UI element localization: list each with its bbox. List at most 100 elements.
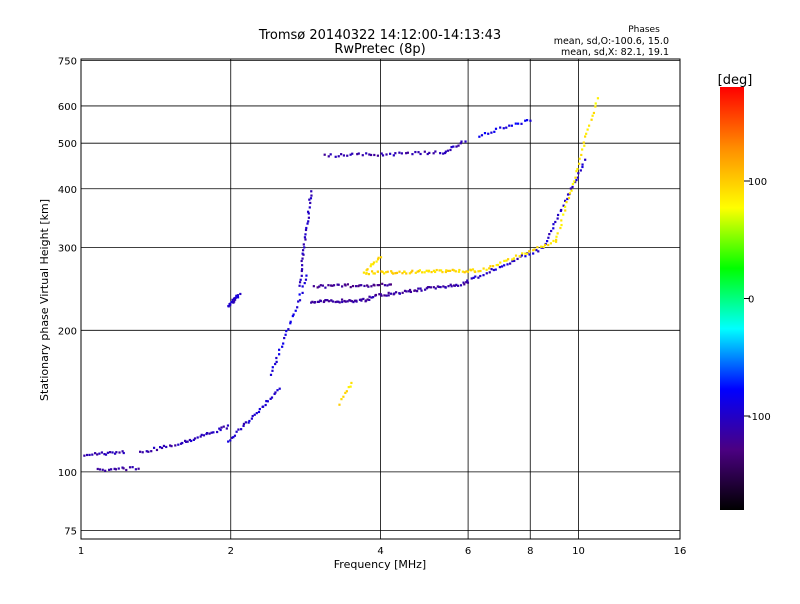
- echo-point: [342, 154, 346, 157]
- echo-point: [200, 433, 203, 436]
- echo-point: [190, 439, 193, 443]
- echo-point: [499, 126, 502, 129]
- echo-point: [474, 275, 477, 278]
- echo-point: [276, 389, 279, 392]
- echo-point: [424, 288, 427, 291]
- echo-point: [278, 348, 281, 351]
- echo-point: [340, 298, 344, 301]
- echo-point: [385, 294, 388, 297]
- echo-point: [458, 268, 461, 272]
- echo-point: [386, 270, 389, 273]
- echo-point: [307, 212, 310, 215]
- echo-point: [341, 300, 344, 304]
- echo-point: [308, 198, 311, 201]
- echo-point: [311, 300, 314, 303]
- echo-point: [387, 294, 390, 297]
- echo-point: [108, 468, 111, 471]
- echo-point: [353, 299, 357, 302]
- echo-point: [411, 269, 414, 272]
- echo-point: [469, 269, 473, 272]
- echo-point: [349, 153, 352, 156]
- echo-point: [270, 396, 274, 399]
- echo-point: [366, 284, 369, 287]
- echo-point: [451, 268, 454, 271]
- echo-point: [104, 469, 107, 472]
- echo-point: [147, 450, 150, 453]
- echo-point: [264, 403, 267, 407]
- echo-point: [232, 436, 235, 439]
- echo-point: [251, 414, 254, 418]
- echo-point: [419, 287, 422, 290]
- plot-frame: [80, 58, 681, 540]
- echo-point: [169, 444, 172, 447]
- echo-point: [101, 468, 104, 471]
- echo-point: [139, 450, 142, 453]
- echo-point: [428, 151, 431, 155]
- echo-point: [177, 443, 180, 446]
- echo-point: [466, 270, 470, 273]
- echo-point: [441, 271, 444, 274]
- echo-point: [535, 249, 538, 252]
- echo-point: [289, 320, 292, 323]
- echo-point: [547, 243, 550, 247]
- echo-point: [514, 254, 518, 257]
- echo-point: [529, 119, 532, 122]
- echo-point: [465, 281, 468, 284]
- echo-point: [452, 145, 455, 148]
- echo-point: [403, 270, 406, 273]
- echo-point: [94, 452, 97, 455]
- echo-point: [104, 453, 108, 456]
- echo-point: [376, 284, 379, 287]
- y-tick-label: 750: [58, 56, 77, 67]
- echo-point: [230, 301, 233, 304]
- echo-point: [309, 197, 313, 200]
- echo-point: [455, 145, 458, 148]
- echo-point: [300, 259, 303, 263]
- echo-point: [392, 154, 395, 157]
- echo-point: [274, 362, 277, 366]
- echo-point: [351, 152, 354, 155]
- echo-point: [362, 297, 365, 301]
- echo-point: [284, 333, 287, 336]
- echo-point: [463, 271, 466, 274]
- echo-point: [570, 189, 573, 192]
- echo-point: [296, 306, 299, 309]
- echo-point: [374, 293, 378, 297]
- echo-point: [440, 269, 443, 272]
- echo-point: [307, 220, 310, 223]
- phases-heading: Phases: [628, 25, 660, 35]
- echo-point: [495, 263, 498, 267]
- echo-point: [576, 167, 579, 171]
- echo-point: [230, 436, 234, 439]
- echo-point: [562, 213, 565, 216]
- echo-point: [383, 284, 387, 287]
- echo-point: [298, 293, 301, 296]
- echo-point: [398, 270, 401, 273]
- echo-point: [398, 151, 401, 154]
- y-tick-labels: 75 100 200 300 400 500 600 750: [58, 56, 77, 537]
- echo-point: [298, 281, 302, 284]
- x-tick-label: 4: [377, 546, 383, 557]
- echo-point: [337, 283, 340, 286]
- echo-point: [487, 132, 490, 135]
- echo-point: [480, 134, 484, 137]
- echo-point: [581, 148, 584, 151]
- echo-point: [308, 206, 311, 209]
- echo-point: [471, 268, 475, 271]
- echo-point: [366, 268, 369, 271]
- echo-point: [199, 435, 202, 438]
- echo-point: [111, 451, 114, 454]
- echo-point: [356, 153, 359, 156]
- echo-point: [234, 296, 237, 299]
- echo-point: [540, 245, 543, 248]
- echo-point: [524, 255, 527, 258]
- echo-point: [373, 153, 376, 157]
- echo-point: [324, 286, 327, 289]
- phase-x-stats: mean, sd,X: 82.1, 19.1: [561, 47, 669, 58]
- echo-point: [357, 152, 360, 155]
- echo-point: [179, 442, 183, 445]
- echo-point: [532, 249, 535, 252]
- echo-point: [334, 155, 337, 158]
- echo-point: [218, 427, 221, 430]
- echo-point: [390, 270, 393, 273]
